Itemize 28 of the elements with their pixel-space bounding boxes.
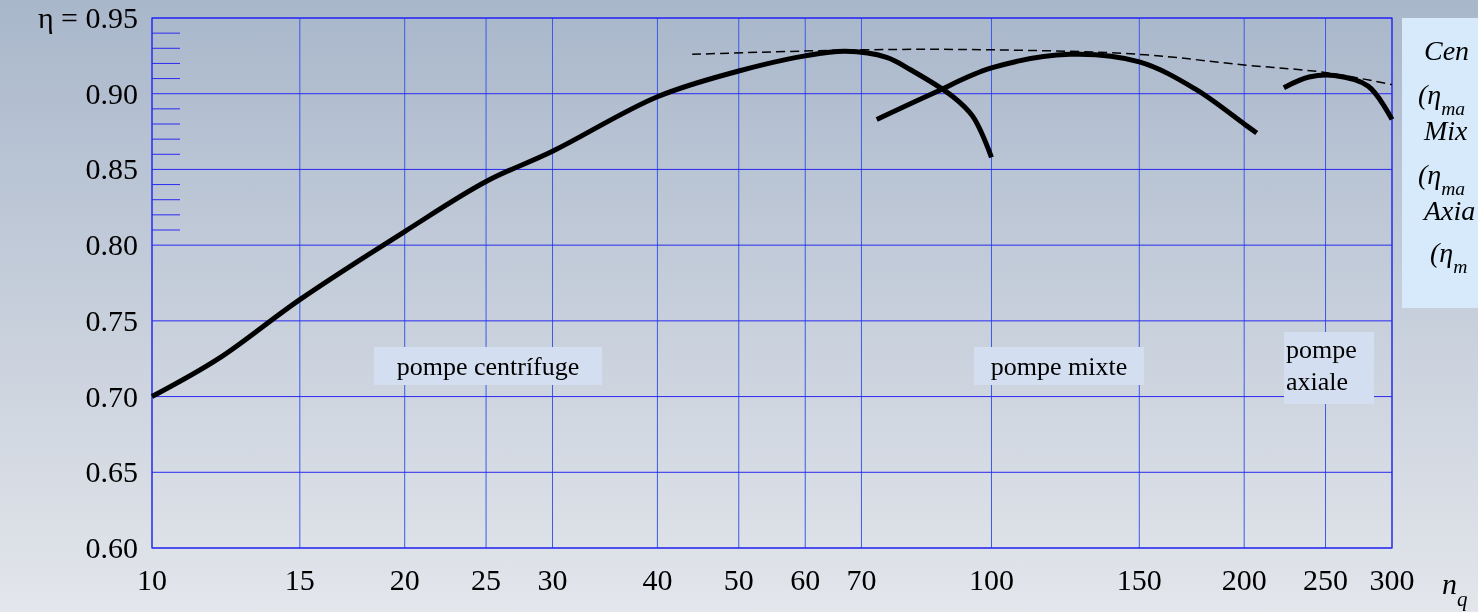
x-tick-label: 70 (846, 563, 877, 596)
y-tick-label: 0.60 (85, 531, 138, 564)
x-tick-label: 150 (1116, 563, 1162, 596)
annotation: pompe axiale (1286, 335, 1357, 396)
x-tick-label: 30 (537, 563, 568, 596)
text: Cen (1424, 35, 1470, 66)
y-tick-label: 0.65 (85, 455, 138, 489)
y-tick-label: 0.80 (85, 228, 138, 262)
text: (η$_{m}$ (1430, 237, 1468, 277)
annotation: pompe mixte (990, 352, 1128, 381)
x-tick-label: 50 (723, 563, 754, 596)
y-tick-label: 0.85 (85, 152, 138, 186)
annotation: pompe centrífuge (396, 352, 580, 381)
x-tick-label: 10 (137, 563, 167, 596)
y-tick-label: 0.75 (85, 303, 138, 337)
y-tick-label: 0.70 (85, 379, 138, 413)
x-tick-label: 100 (968, 563, 1014, 596)
y-tick-label: η = 0.95 (37, 1, 138, 34)
x-tick-label: 40 (642, 563, 673, 596)
x-tick-label: 15 (284, 563, 315, 596)
x-tick-label: 250 (1303, 563, 1349, 596)
x-tick-label: 200 (1221, 563, 1267, 596)
y-tick-label: 0.90 (85, 76, 138, 110)
x-tick-label: 25 (471, 563, 502, 596)
x-tick-label: 20 (389, 563, 420, 596)
x-tick-label: 60 (790, 563, 821, 596)
x-tick-label: 300 (1369, 563, 1415, 596)
x-axis-title: n$_{q}$ (1442, 567, 1468, 611)
